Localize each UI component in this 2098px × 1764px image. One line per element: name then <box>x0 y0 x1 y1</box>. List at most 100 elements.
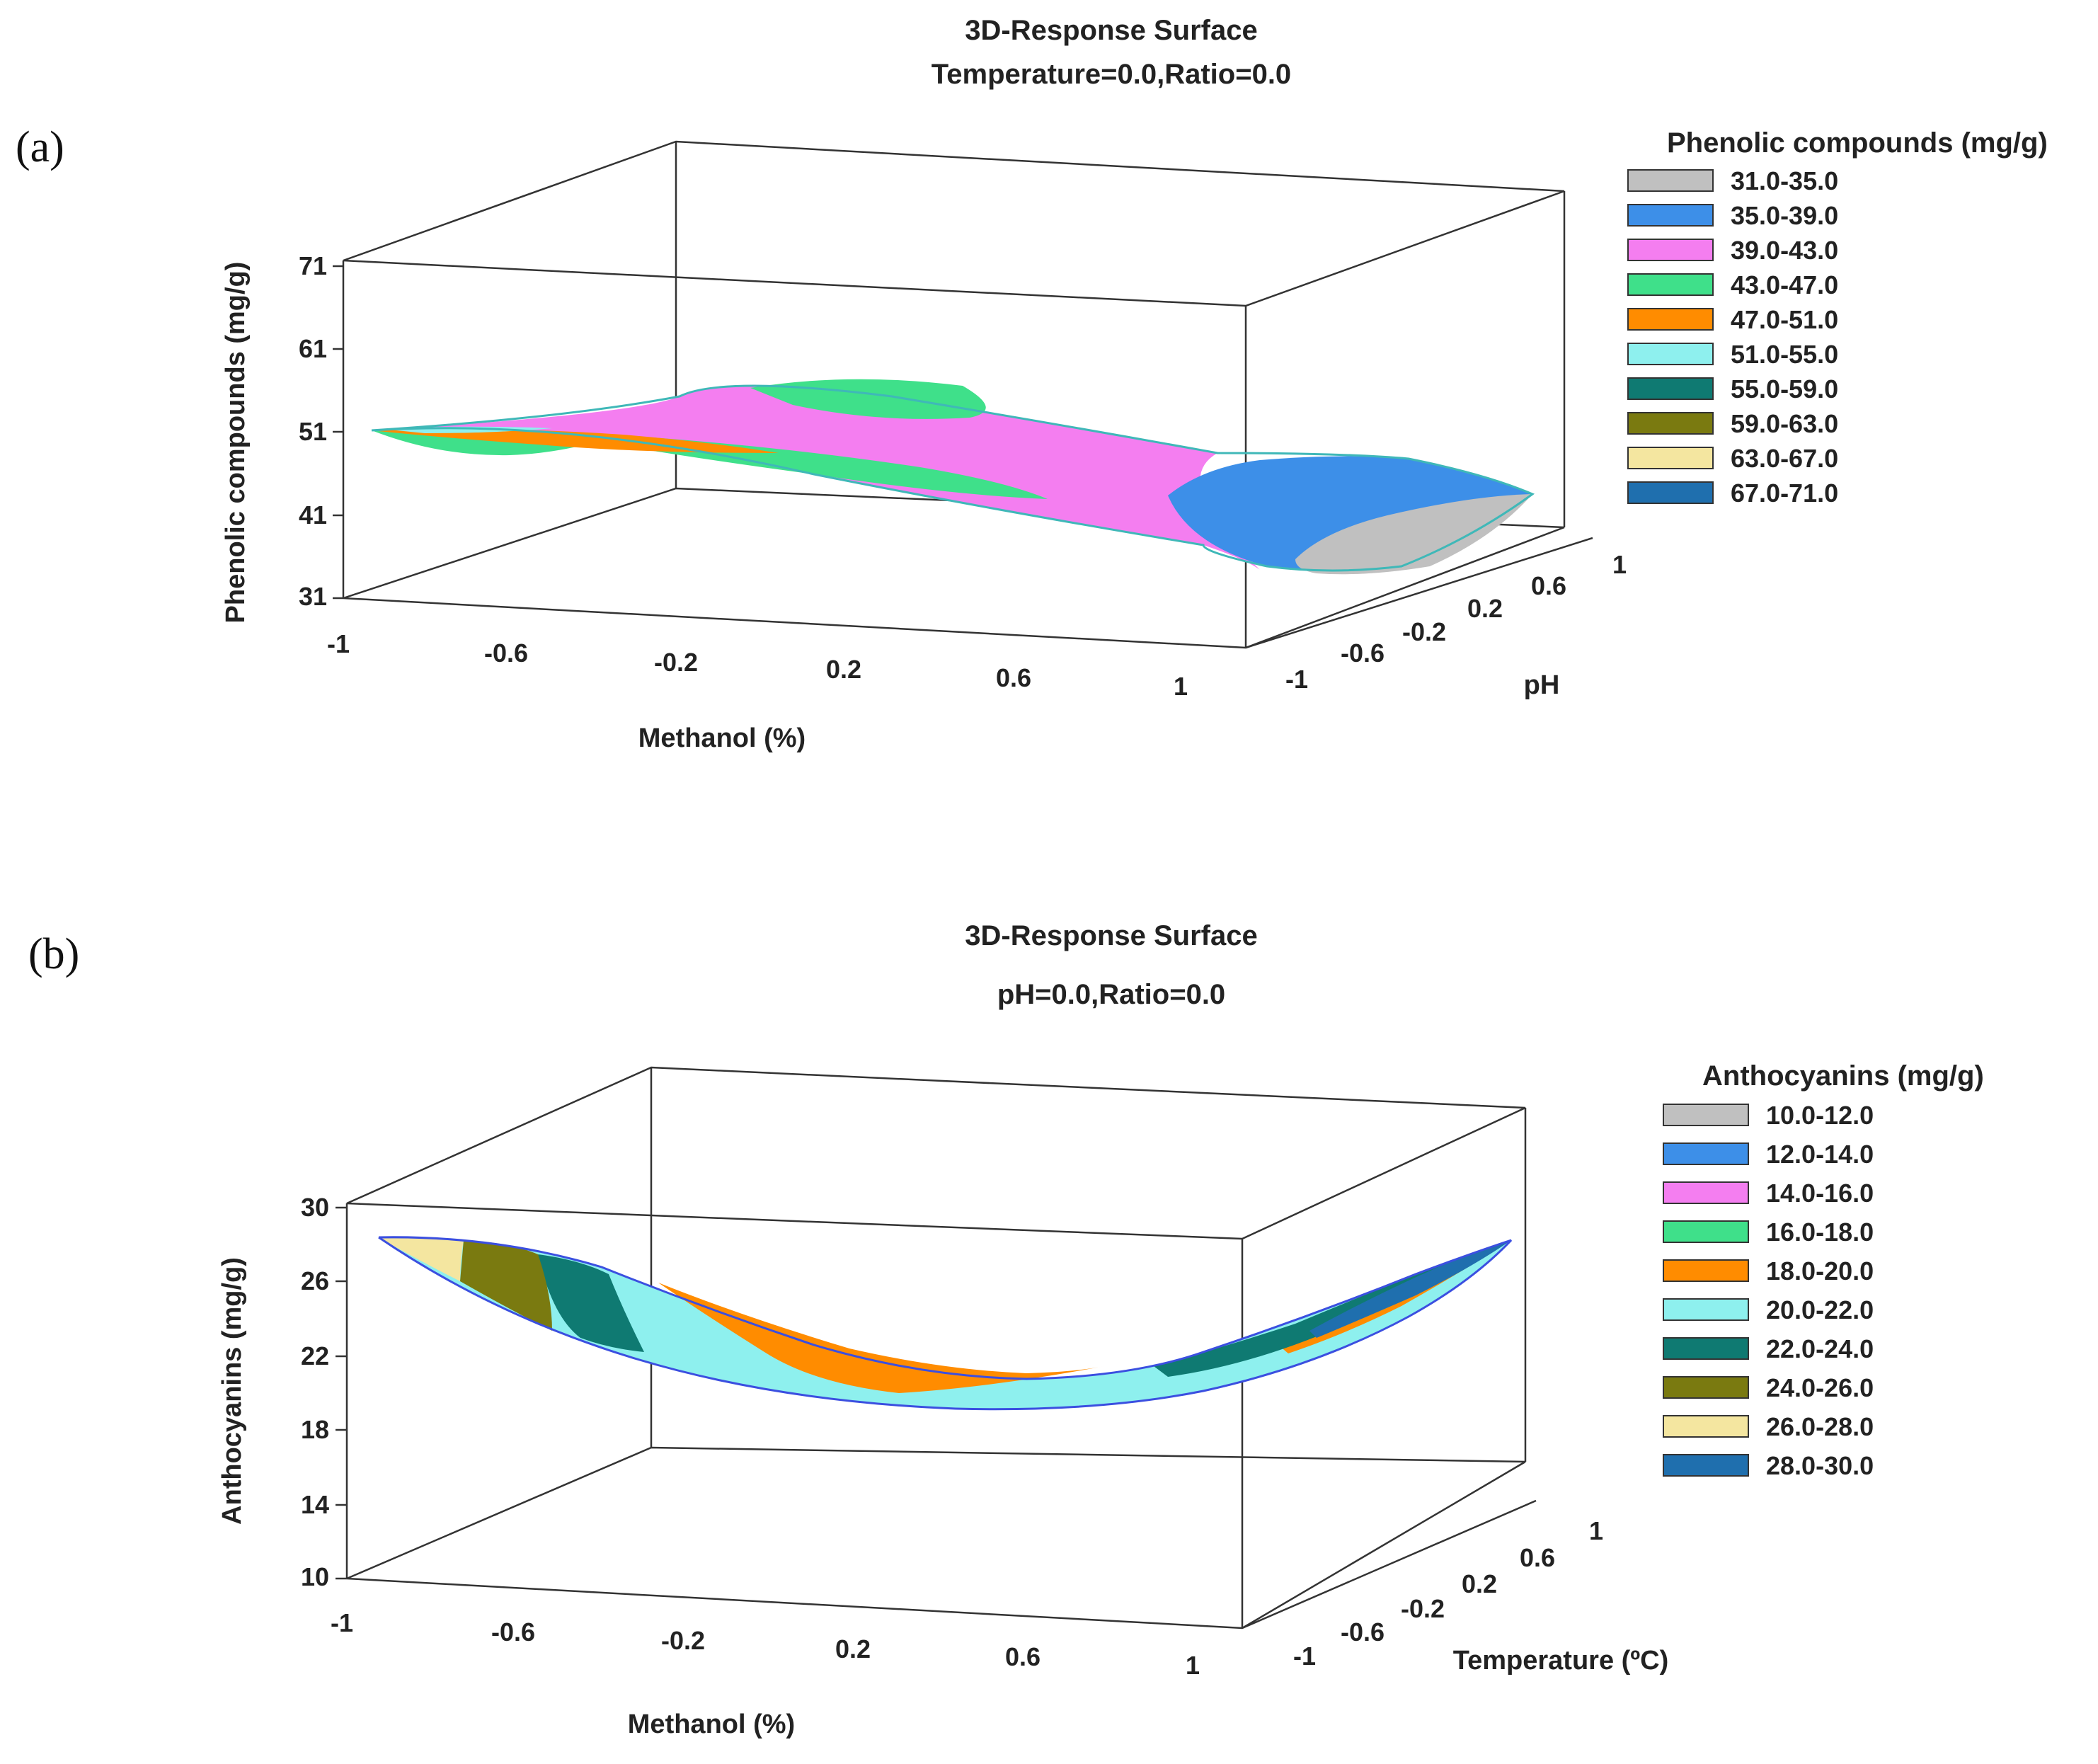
legend-swatch <box>1663 1376 1749 1399</box>
z-tick: 71 <box>299 251 327 280</box>
legend-label: 20.0-22.0 <box>1766 1295 1874 1324</box>
y-tick: -1 <box>1293 1642 1316 1671</box>
y-tick: -0.2 <box>1402 617 1446 646</box>
y-tick: 1 <box>1612 550 1627 579</box>
panel-a-x-ticks: -1 -0.6 -0.2 0.2 0.6 1 <box>327 629 1188 701</box>
panel-a-label: (a) <box>16 123 64 171</box>
panel-b-box-top <box>346 1066 1526 1240</box>
x-tick: -0.6 <box>484 638 528 668</box>
phenolic-band-39-43 <box>372 386 1260 570</box>
panel-b-label: (b) <box>28 930 79 978</box>
panel-a: (a) 3D-Response Surface Temperature=0.0,… <box>16 15 2048 753</box>
x-tick: 0.2 <box>826 655 861 684</box>
legend-label: 51.0-55.0 <box>1731 340 1838 369</box>
legend-label: 67.0-71.0 <box>1731 479 1838 508</box>
z-tick: 30 <box>301 1193 329 1222</box>
legend-label: 47.0-51.0 <box>1731 305 1838 334</box>
y-tick: -0.2 <box>1401 1594 1445 1623</box>
x-tick: 0.6 <box>1005 1642 1041 1671</box>
panel-b-box <box>345 1066 1527 1630</box>
legend-items: 10.0-12.0 12.0-14.0 14.0-16.0 16.0-18.0 18.0… <box>1663 1101 1874 1480</box>
panel-a-x-label: Methanol (%) <box>638 723 806 753</box>
legend-swatch <box>1627 447 1714 469</box>
x-tick: -0.2 <box>661 1626 705 1655</box>
x-tick: 1 <box>1186 1651 1200 1680</box>
legend-swatch <box>1627 169 1714 192</box>
panel-b-x-ticks: -1 -0.6 -0.2 0.2 0.6 1 <box>331 1608 1200 1680</box>
phenolic-surface-outline <box>371 384 1535 572</box>
legend-label: 63.0-67.0 <box>1731 444 1838 473</box>
legend-swatch <box>1663 1104 1749 1126</box>
x-tick: 0.6 <box>996 663 1031 692</box>
legend-label: 16.0-18.0 <box>1766 1218 1874 1247</box>
phenolic-band-43-47-top <box>750 379 986 419</box>
z-tick: 22 <box>301 1341 329 1370</box>
panel-a-surface <box>371 379 1535 575</box>
legend-label: 39.0-43.0 <box>1731 236 1838 265</box>
legend-swatch <box>1663 1142 1749 1165</box>
z-tick: 41 <box>299 500 327 529</box>
panel-b-legend: Anthocyanins (mg/g) 10.0-12.0 12.0-14.0 14… <box>1663 1060 1984 1480</box>
legend-swatch <box>1663 1298 1749 1321</box>
panel-b-box-bottom <box>346 1446 1526 1630</box>
legend-label: 28.0-30.0 <box>1766 1451 1874 1480</box>
legend-title: Phenolic compounds (mg/g) <box>1667 127 2048 159</box>
legend-label: 31.0-35.0 <box>1731 166 1838 195</box>
x-tick: 0.2 <box>835 1634 871 1663</box>
z-tick: 51 <box>299 417 327 446</box>
y-axis-line <box>1245 537 1593 649</box>
panel-a-legend: Phenolic compounds (mg/g) 31.0-35.0 35.0-… <box>1627 127 2048 508</box>
panel-b-box-verticals <box>345 1067 1527 1628</box>
z-tick: 61 <box>299 334 327 363</box>
legend-label: 59.0-63.0 <box>1731 409 1838 438</box>
panel-b-z-ticks: 30 26 22 18 14 10 <box>301 1193 347 1591</box>
z-tick: 31 <box>299 582 327 611</box>
x-tick: -0.2 <box>654 648 698 677</box>
panel-b-title: 3D-Response Surface <box>965 920 1257 951</box>
z-tick: 10 <box>301 1562 329 1591</box>
legend-swatch <box>1627 239 1714 261</box>
z-tick-marks <box>333 265 343 600</box>
panel-b-y-label: Temperature (ºC) <box>1453 1646 1669 1676</box>
legend-label: 35.0-39.0 <box>1731 201 1838 230</box>
panel-a-z-ticks: 71 61 51 41 31 <box>299 251 343 611</box>
panel-b-subtitle: pH=0.0,Ratio=0.0 <box>997 979 1225 1010</box>
legend-swatch <box>1627 343 1714 365</box>
anthocyanin-band-24-26 <box>460 1240 552 1331</box>
legend-swatch <box>1627 481 1714 504</box>
legend-label: 14.0-16.0 <box>1766 1179 1874 1208</box>
panel-a-y-label: pH <box>1524 670 1560 700</box>
anthocyanin-band-18-20 <box>658 1283 1104 1393</box>
anthocyanin-band-22-24-right <box>1154 1260 1451 1377</box>
panel-a-subtitle: Temperature=0.0,Ratio=0.0 <box>932 59 1291 90</box>
panel-a-box-verticals <box>342 142 1566 648</box>
panel-a-y-ticks: -1 -0.6 -0.2 0.2 0.6 1 <box>1245 537 1627 694</box>
y-tick: 0.2 <box>1467 594 1503 623</box>
anthocyanin-band-28-30-right <box>1309 1240 1511 1338</box>
y-tick: -0.6 <box>1341 1617 1385 1646</box>
x-tick: 1 <box>1174 672 1188 701</box>
legend-swatch <box>1627 204 1714 227</box>
y-tick: -0.6 <box>1341 638 1385 668</box>
x-tick: -0.6 <box>491 1617 535 1646</box>
legend-items: 31.0-35.0 35.0-39.0 39.0-43.0 43.0-47.0 47.0… <box>1627 166 1838 508</box>
panel-b-z-label: Anthocyanins (mg/g) <box>217 1257 247 1525</box>
x-tick: -1 <box>331 1608 353 1637</box>
anthocyanin-band-26-28 <box>379 1237 464 1281</box>
z-tick: 18 <box>301 1415 329 1444</box>
legend-label: 43.0-47.0 <box>1731 270 1838 299</box>
legend-label: 22.0-24.0 <box>1766 1334 1874 1363</box>
legend-swatch <box>1663 1181 1749 1204</box>
z-tick: 26 <box>301 1266 329 1295</box>
y-tick: 0.6 <box>1531 571 1566 600</box>
legend-swatch <box>1627 377 1714 400</box>
legend-swatch <box>1627 308 1714 331</box>
panel-b: (b) 3D-Response Surface pH=0.0,Ratio=0.0… <box>28 920 1984 1739</box>
legend-title: Anthocyanins (mg/g) <box>1702 1060 1984 1092</box>
z-tick-marks <box>336 1206 347 1580</box>
phenolic-band-31-35 <box>1295 494 1532 575</box>
legend-swatch <box>1627 273 1714 296</box>
y-tick: 0.6 <box>1520 1543 1555 1572</box>
panel-a-title: 3D-Response Surface <box>965 15 1257 46</box>
